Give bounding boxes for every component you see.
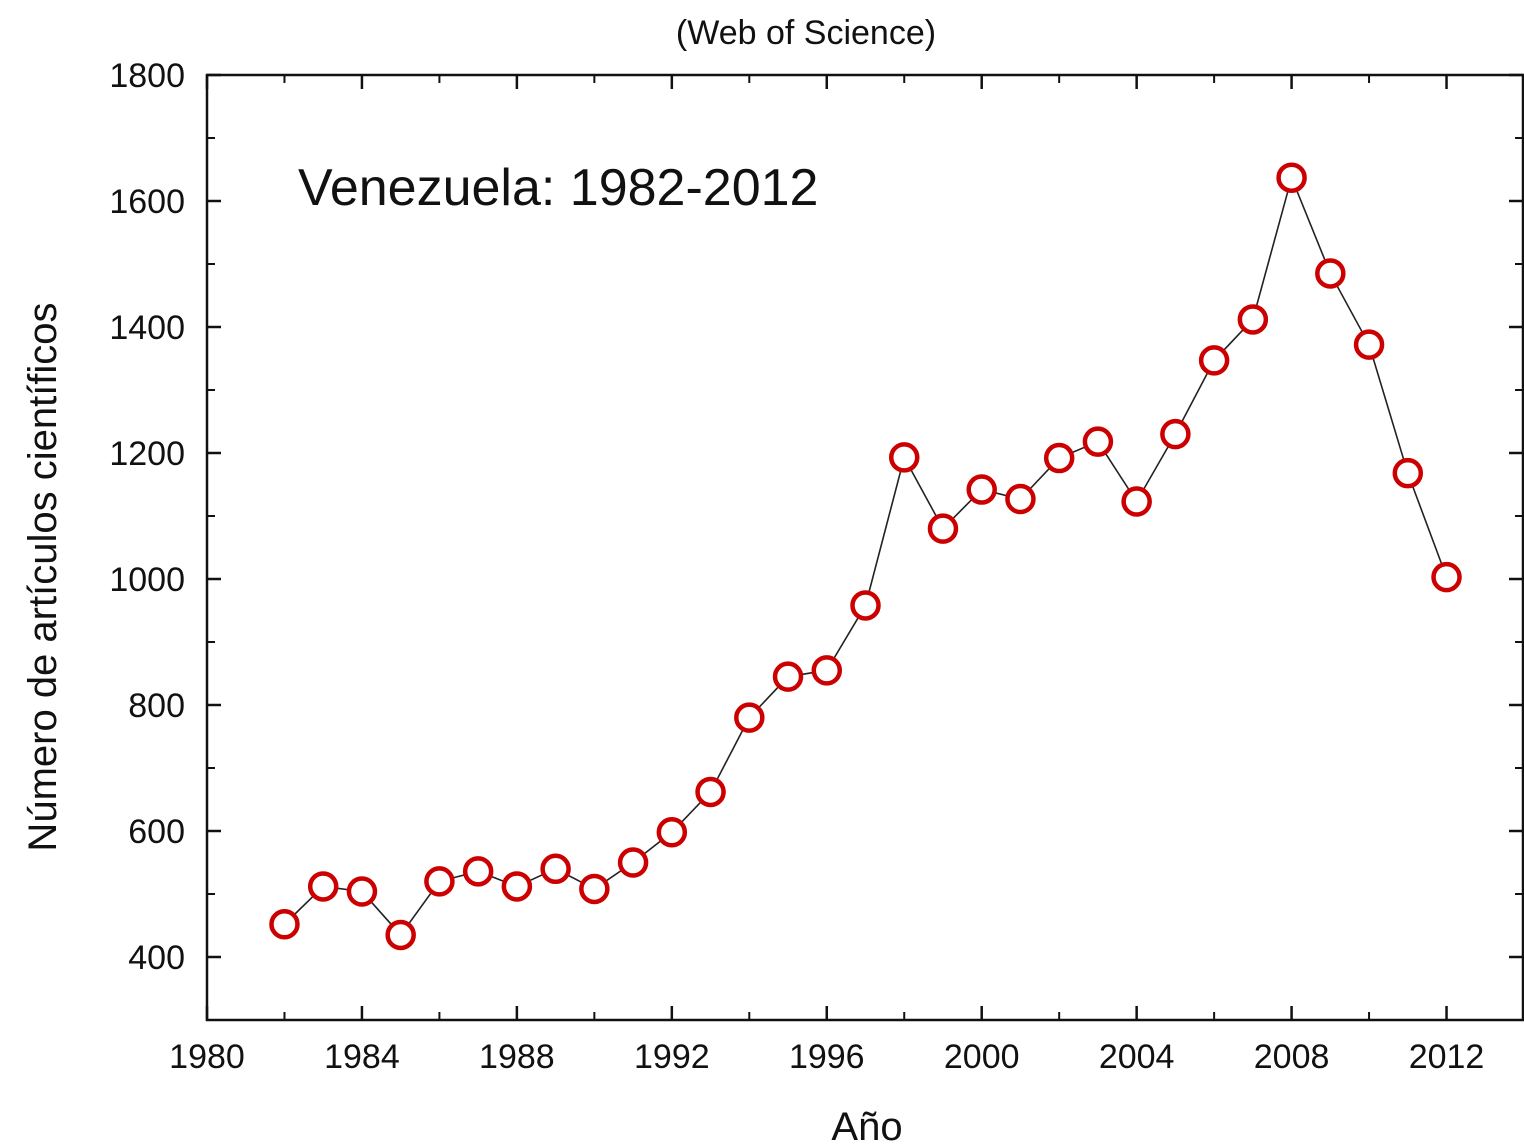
y-tick-label: 600 xyxy=(128,813,185,851)
data-point xyxy=(385,919,416,951)
x-axis-ticks: 1980 1984 1988 1992 1996 2000 2004 2008 2012 xyxy=(169,75,1484,1076)
data-point xyxy=(850,590,881,621)
data-point xyxy=(579,873,610,905)
y-tick-label: 1600 xyxy=(109,183,185,221)
data-point xyxy=(1082,426,1114,457)
y-tick-label: 400 xyxy=(128,939,185,977)
y-tick-label: 1400 xyxy=(109,309,185,347)
data-point xyxy=(734,702,765,733)
data-point xyxy=(1315,258,1346,289)
series-line-path xyxy=(283,175,1448,937)
data-point xyxy=(424,866,455,897)
data-point xyxy=(1198,345,1230,376)
data-point xyxy=(888,442,920,473)
data-point xyxy=(462,856,494,887)
data-point xyxy=(617,847,649,878)
x-tick-label: 2012 xyxy=(1409,1038,1485,1076)
data-point xyxy=(1276,162,1307,193)
x-tick-label: 1988 xyxy=(479,1038,555,1076)
x-tick-label: 1984 xyxy=(324,1038,400,1076)
data-point xyxy=(1160,418,1191,450)
x-tick-label: 1992 xyxy=(634,1038,710,1076)
data-point xyxy=(966,474,997,505)
data-point xyxy=(1005,483,1036,515)
data-point xyxy=(1237,304,1269,335)
chart-subtitle: (Web of Science) xyxy=(676,14,936,52)
data-point xyxy=(695,776,726,808)
series-line xyxy=(283,175,1448,937)
data-point xyxy=(656,817,688,848)
data-point xyxy=(927,513,959,544)
data-point xyxy=(1043,442,1075,474)
y-tick-label: 1800 xyxy=(109,57,185,95)
data-point xyxy=(811,655,843,686)
x-tick-label: 2000 xyxy=(944,1038,1020,1076)
y-axis-ticks: 400 600 800 1000 1200 1400 1600 1800 xyxy=(109,57,1523,1021)
x-tick-label: 1980 xyxy=(169,1038,245,1076)
x-tick-label: 2004 xyxy=(1099,1038,1175,1076)
data-point xyxy=(1121,486,1152,517)
data-point xyxy=(772,661,804,692)
data-point xyxy=(1392,457,1424,489)
x-axis-title: Año xyxy=(831,1105,902,1147)
axes xyxy=(205,73,1524,1022)
x-tick-label: 2008 xyxy=(1254,1038,1330,1076)
plot-frame xyxy=(205,73,1524,1022)
y-tick-label: 1200 xyxy=(109,435,185,473)
data-point xyxy=(501,871,533,902)
data-point xyxy=(540,853,571,885)
x-tick-label: 1996 xyxy=(789,1038,865,1076)
y-tick-label: 1000 xyxy=(109,561,185,599)
chart-annotation: Venezuela: 1982-2012 xyxy=(298,159,818,217)
y-axis-title: Número de artículos científicos xyxy=(21,302,65,851)
data-point xyxy=(307,871,339,902)
data-point xyxy=(1353,329,1385,360)
data-point xyxy=(1431,561,1462,593)
data-point xyxy=(269,908,300,940)
y-tick-label: 800 xyxy=(128,687,185,725)
data-point xyxy=(346,876,378,907)
data-points xyxy=(269,162,1462,951)
